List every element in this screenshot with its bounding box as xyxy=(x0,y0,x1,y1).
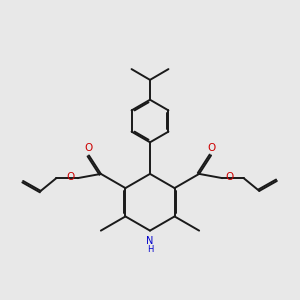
Text: N: N xyxy=(146,236,154,246)
Text: O: O xyxy=(225,172,234,182)
Text: O: O xyxy=(66,172,75,182)
Text: H: H xyxy=(147,245,153,254)
Text: O: O xyxy=(84,143,92,153)
Text: O: O xyxy=(208,143,216,153)
